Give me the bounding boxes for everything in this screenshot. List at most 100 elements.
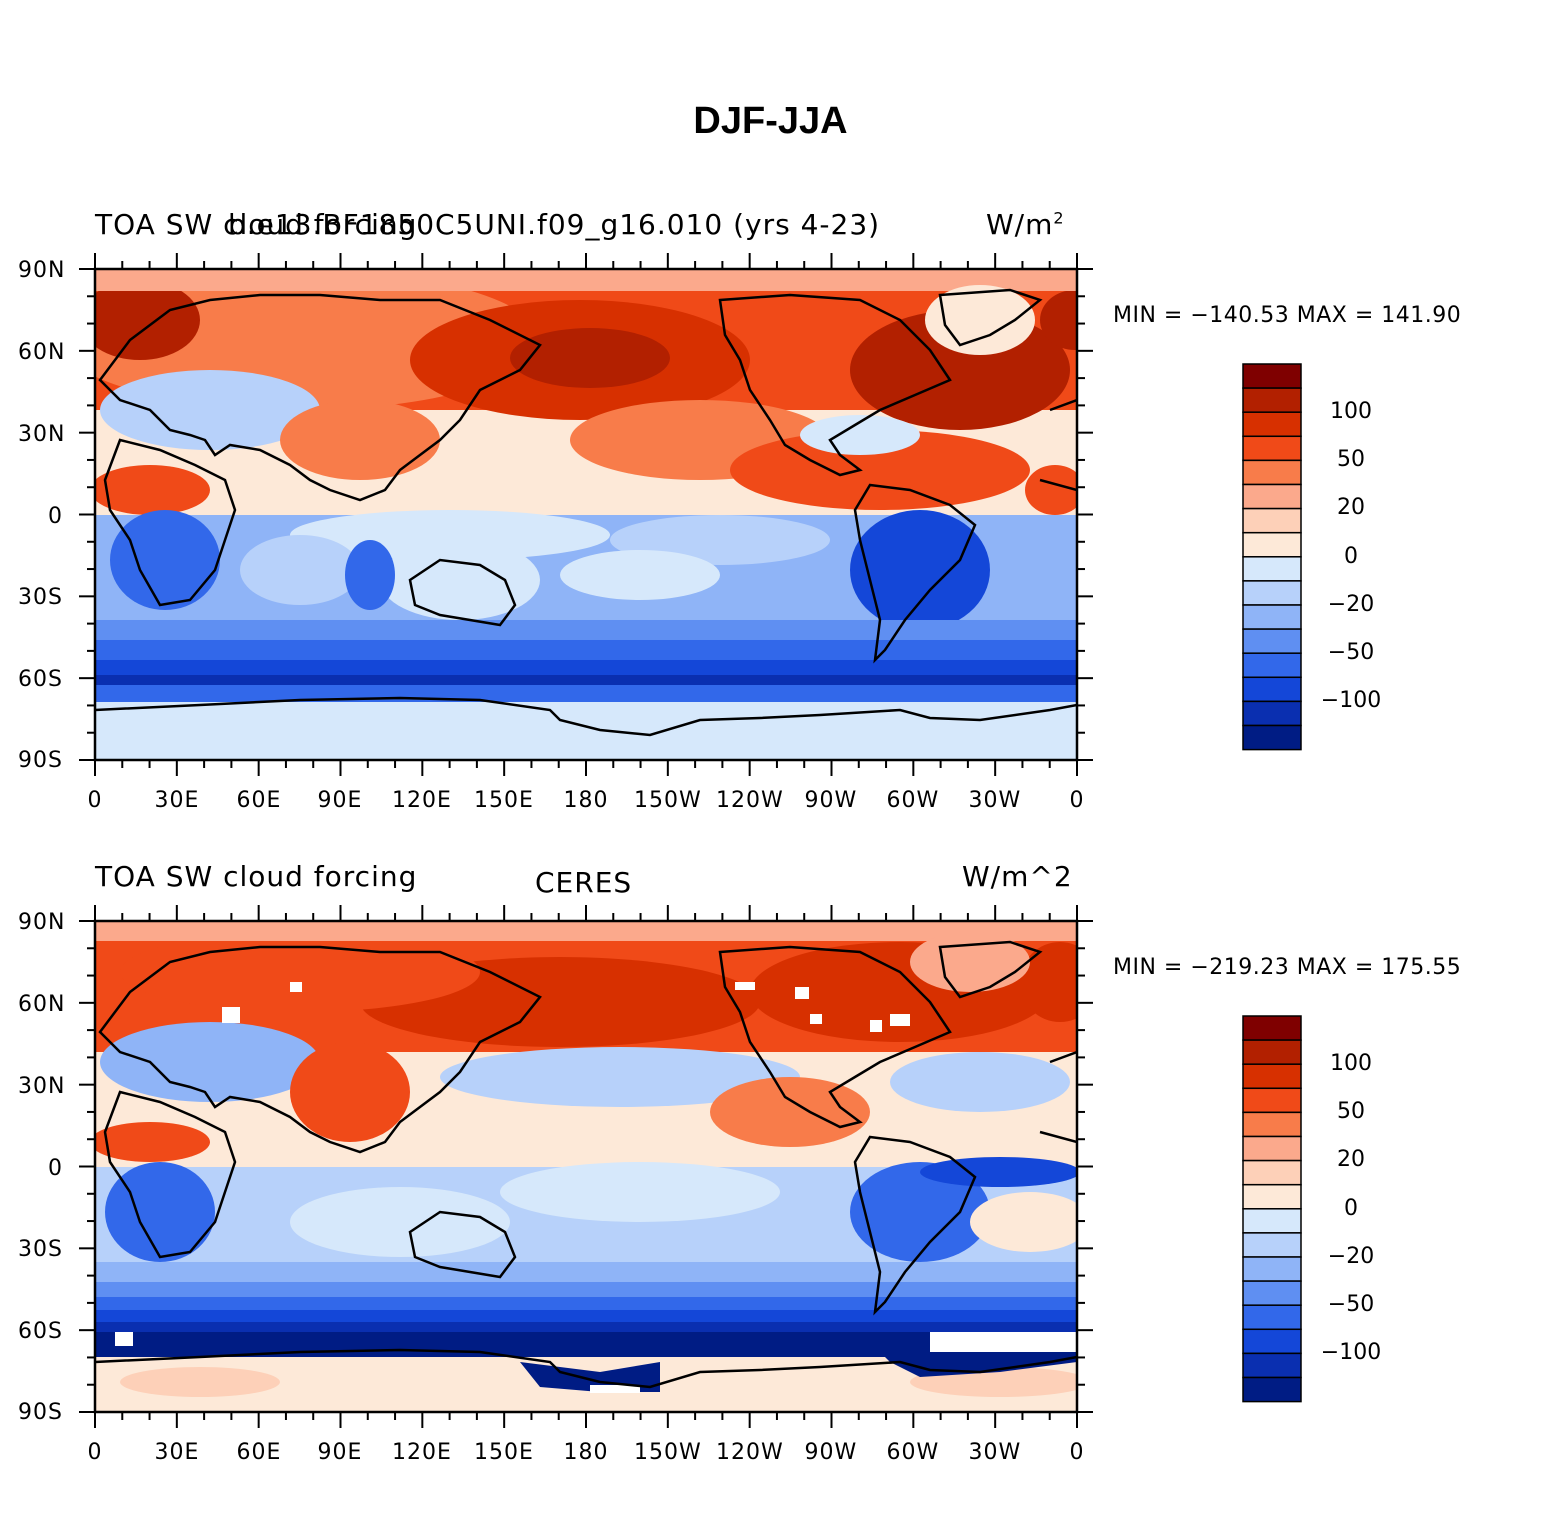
colorbar-cell bbox=[1242, 628, 1302, 654]
panel2-ticks bbox=[79, 905, 1093, 1428]
lat-60n: 60N bbox=[18, 340, 66, 365]
colorbar-cell bbox=[1242, 483, 1302, 510]
cb1-label-100: 100 bbox=[1330, 399, 1372, 424]
panel1-center-label: b.e13.BF1850C5UNI.f09_g16.010 (yrs 4-23) bbox=[228, 208, 881, 241]
colorbar-cell bbox=[1242, 459, 1302, 486]
panel2-colorbar-cells bbox=[1242, 1015, 1302, 1403]
panel1-min-max: MIN = −140.53 MAX = 141.90 bbox=[1113, 303, 1462, 328]
lon-90e: 90E bbox=[317, 788, 363, 813]
lat-90n: 90N bbox=[18, 258, 66, 283]
lon2-90w: 90W bbox=[804, 1440, 858, 1465]
lon-150w: 150W bbox=[634, 788, 702, 813]
colorbar-cell bbox=[1242, 1208, 1302, 1234]
lon2-30w: 30W bbox=[968, 1440, 1022, 1465]
lat2-60n: 60N bbox=[18, 992, 66, 1017]
lon-120w: 120W bbox=[716, 788, 784, 813]
figure-title: DJF-JJA bbox=[693, 100, 848, 142]
cb2-label-0: 0 bbox=[1344, 1196, 1358, 1221]
panel1-left-label: TOA SW cloud forcing bbox=[95, 208, 418, 241]
cb2-label-50: 50 bbox=[1337, 1099, 1365, 1124]
colorbar-cell bbox=[1242, 1328, 1302, 1355]
lat2-90s: 90S bbox=[18, 1400, 63, 1425]
panel1-ticks bbox=[79, 253, 1093, 776]
panel2-min-max: MIN = −219.23 MAX = 175.55 bbox=[1113, 955, 1462, 980]
panel1-coastlines bbox=[95, 288, 1077, 737]
lon2-150w: 150W bbox=[634, 1440, 702, 1465]
lon2-120e: 120E bbox=[392, 1440, 452, 1465]
colorbar-cell bbox=[1242, 1135, 1302, 1162]
colorbar-cell bbox=[1242, 1232, 1302, 1258]
lat-30s: 30S bbox=[18, 585, 63, 610]
colorbar-cell bbox=[1242, 580, 1302, 606]
colorbar-cell bbox=[1242, 1280, 1302, 1306]
colorbar-cell bbox=[1242, 1352, 1302, 1379]
panel1-units-label: W/m2 bbox=[986, 208, 1065, 241]
colorbar-cell bbox=[1242, 676, 1302, 703]
panel2-center-label: CERES bbox=[535, 866, 633, 899]
lat2-30s: 30S bbox=[18, 1237, 63, 1262]
colorbar-cell bbox=[1242, 604, 1302, 630]
lon-0: 0 bbox=[87, 788, 103, 813]
lat-90s: 90S bbox=[18, 748, 63, 773]
colorbar-cell bbox=[1242, 507, 1302, 534]
lon-90w: 90W bbox=[804, 788, 858, 813]
colorbar-cell bbox=[1242, 411, 1302, 438]
lon-0-end: 0 bbox=[1069, 788, 1085, 813]
lon-180: 180 bbox=[563, 788, 609, 813]
cb1-label-20: 20 bbox=[1337, 495, 1365, 520]
colorbar-cell bbox=[1242, 387, 1302, 413]
panel2-left-label: TOA SW cloud forcing bbox=[95, 860, 418, 893]
panel2-colorbar bbox=[1242, 1015, 1302, 1403]
colorbar-cell bbox=[1242, 1159, 1302, 1186]
colorbar-cell bbox=[1242, 1087, 1302, 1114]
lat2-30n: 30N bbox=[18, 1074, 66, 1099]
panel1-map bbox=[79, 253, 1093, 776]
lon2-90e: 90E bbox=[317, 1440, 363, 1465]
lon-150e: 150E bbox=[474, 788, 534, 813]
colorbar-cell bbox=[1242, 1111, 1302, 1138]
cb1-label-m50: −50 bbox=[1327, 640, 1375, 665]
colorbar-cell bbox=[1242, 531, 1302, 558]
cb1-label-50: 50 bbox=[1337, 447, 1365, 472]
lat-30n: 30N bbox=[18, 422, 66, 447]
cb1-label-0: 0 bbox=[1344, 544, 1358, 569]
lon2-180: 180 bbox=[563, 1440, 609, 1465]
lon-30w: 30W bbox=[968, 788, 1022, 813]
colorbar-cell bbox=[1242, 724, 1302, 751]
cb2-label-100: 100 bbox=[1330, 1051, 1372, 1076]
cb2-label-m50: −50 bbox=[1327, 1292, 1375, 1317]
colorbar-cell bbox=[1242, 1256, 1302, 1282]
lon2-30e: 30E bbox=[154, 1440, 200, 1465]
cb1-label-m100: −100 bbox=[1320, 688, 1382, 713]
lat-0: 0 bbox=[48, 504, 63, 529]
colorbar-cell bbox=[1242, 700, 1302, 727]
cb1-label-m20: −20 bbox=[1327, 592, 1375, 617]
lon2-0-end: 0 bbox=[1069, 1440, 1085, 1465]
panel2-field bbox=[95, 921, 1077, 1412]
colorbar-cell bbox=[1242, 556, 1302, 582]
colorbar-cell bbox=[1242, 1063, 1302, 1090]
colorbar-cell bbox=[1242, 363, 1302, 389]
lat-60s: 60S bbox=[18, 667, 63, 692]
lon-30e: 30E bbox=[154, 788, 200, 813]
lon-60w: 60W bbox=[886, 788, 940, 813]
cb2-label-20: 20 bbox=[1337, 1147, 1365, 1172]
panel1-units-superscript: 2 bbox=[1053, 208, 1065, 228]
lon2-60e: 60E bbox=[236, 1440, 282, 1465]
panel2-units-label: W/m^2 bbox=[962, 860, 1073, 893]
colorbar-cell bbox=[1242, 1183, 1302, 1210]
colorbar-cell bbox=[1242, 435, 1302, 462]
colorbar-cell bbox=[1242, 1376, 1302, 1403]
lat2-0: 0 bbox=[48, 1156, 63, 1181]
lon-60e: 60E bbox=[236, 788, 282, 813]
lon2-150e: 150E bbox=[474, 1440, 534, 1465]
panel2-map bbox=[79, 905, 1093, 1428]
colorbar-cell bbox=[1242, 1304, 1302, 1331]
lon2-60w: 60W bbox=[886, 1440, 940, 1465]
lon-120e: 120E bbox=[392, 788, 452, 813]
panel2-coastlines bbox=[95, 940, 1077, 1389]
lon2-0: 0 bbox=[87, 1440, 103, 1465]
colorbar-cell bbox=[1242, 1039, 1302, 1065]
colorbar-cell bbox=[1242, 652, 1302, 679]
cb2-label-m100: −100 bbox=[1320, 1340, 1382, 1365]
